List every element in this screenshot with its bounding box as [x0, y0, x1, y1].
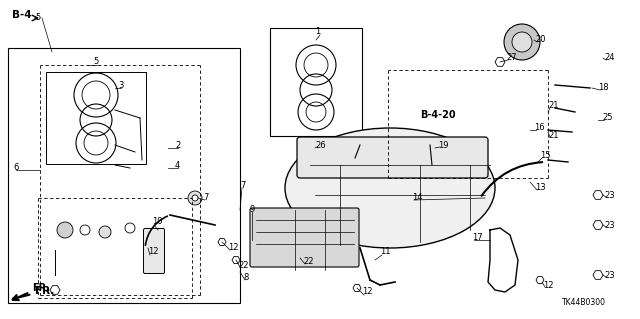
Text: 23: 23: [604, 220, 614, 229]
Text: 6: 6: [13, 164, 19, 173]
Polygon shape: [291, 252, 299, 258]
Polygon shape: [144, 245, 152, 251]
Text: 23: 23: [604, 190, 614, 199]
Text: 2: 2: [175, 140, 180, 150]
Circle shape: [57, 222, 73, 238]
Text: 26: 26: [315, 140, 326, 150]
Circle shape: [80, 225, 90, 235]
Text: 25: 25: [602, 114, 612, 122]
Text: 1: 1: [315, 27, 320, 36]
Text: 10: 10: [152, 218, 163, 226]
Text: 12: 12: [148, 248, 159, 256]
Polygon shape: [353, 285, 361, 292]
Text: 11: 11: [380, 248, 390, 256]
Text: 9: 9: [250, 205, 255, 214]
Text: 12: 12: [228, 243, 239, 253]
Text: 17: 17: [472, 234, 483, 242]
FancyBboxPatch shape: [250, 208, 359, 267]
Polygon shape: [593, 271, 603, 279]
Text: FR.: FR.: [32, 283, 50, 293]
Text: 7: 7: [240, 181, 245, 189]
Polygon shape: [50, 286, 60, 294]
Polygon shape: [232, 256, 240, 263]
Text: 23: 23: [604, 271, 614, 279]
Circle shape: [192, 195, 198, 201]
Text: B-4: B-4: [12, 10, 31, 20]
Circle shape: [99, 226, 111, 238]
Text: 20: 20: [535, 35, 545, 44]
Text: 3: 3: [118, 80, 124, 90]
Bar: [46, 72, 146, 164]
Text: 21: 21: [548, 100, 559, 109]
Text: 5: 5: [93, 57, 99, 66]
FancyBboxPatch shape: [297, 137, 488, 178]
Text: 8: 8: [243, 273, 248, 283]
Polygon shape: [536, 277, 544, 284]
Circle shape: [125, 223, 135, 233]
Text: 4: 4: [175, 160, 180, 169]
Text: 22: 22: [238, 261, 248, 270]
Circle shape: [504, 24, 540, 60]
Text: 18: 18: [598, 84, 609, 93]
Polygon shape: [593, 221, 603, 229]
Text: 15: 15: [540, 151, 550, 160]
Text: TK44B0300: TK44B0300: [562, 298, 606, 307]
Text: 5: 5: [35, 13, 40, 23]
Text: 22: 22: [303, 257, 314, 266]
Circle shape: [188, 191, 202, 205]
FancyBboxPatch shape: [143, 228, 164, 273]
Text: B-4-20: B-4-20: [420, 110, 456, 120]
Text: 21: 21: [548, 130, 559, 139]
Text: FR.: FR.: [13, 286, 54, 300]
Text: 12: 12: [362, 287, 372, 296]
Polygon shape: [218, 239, 226, 245]
Polygon shape: [296, 255, 304, 262]
Text: 19: 19: [438, 140, 449, 150]
Text: 16: 16: [534, 123, 545, 132]
Polygon shape: [593, 191, 603, 199]
Text: 14: 14: [412, 194, 422, 203]
Text: 13: 13: [535, 183, 546, 192]
Text: 27: 27: [506, 54, 516, 63]
Bar: [8, 48, 240, 303]
Text: 12: 12: [543, 280, 554, 290]
Circle shape: [512, 32, 532, 52]
Ellipse shape: [285, 128, 495, 248]
Polygon shape: [495, 58, 505, 66]
Text: 24: 24: [604, 54, 614, 63]
Bar: [270, 28, 362, 136]
Text: 7: 7: [203, 194, 209, 203]
